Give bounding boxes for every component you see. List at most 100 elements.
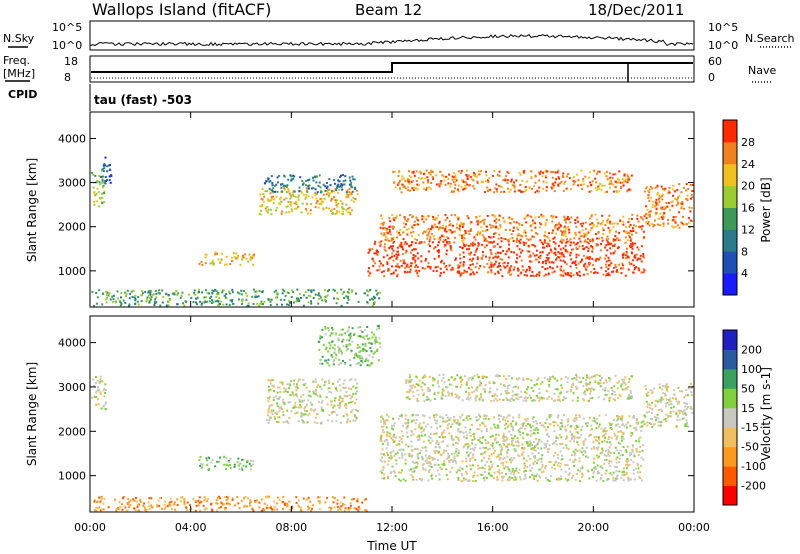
data-cell	[599, 385, 602, 388]
data-cell	[620, 439, 623, 442]
data-cell	[600, 188, 603, 191]
nsky-tick-bottom: 10^0	[52, 39, 82, 52]
data-cell	[341, 183, 344, 186]
data-cell	[618, 190, 621, 193]
data-cell	[605, 449, 607, 452]
data-cell	[560, 458, 563, 461]
data-cell	[489, 435, 492, 438]
data-cell	[615, 230, 618, 233]
data-cell	[457, 421, 460, 424]
data-cell	[382, 442, 384, 445]
data-cell	[423, 383, 426, 386]
data-cell	[314, 378, 317, 381]
data-cell	[382, 425, 385, 428]
data-cell	[445, 450, 448, 452]
data-cell	[351, 175, 354, 178]
data-cell	[457, 478, 460, 481]
data-cell	[608, 422, 611, 424]
data-cell	[504, 266, 506, 269]
data-cell	[542, 243, 544, 246]
data-cell	[388, 226, 391, 228]
data-cell	[98, 289, 101, 292]
data-cell	[441, 432, 443, 435]
data-cell	[566, 175, 568, 178]
data-cell	[462, 181, 465, 183]
data-cell	[547, 243, 550, 246]
data-cell	[558, 222, 561, 225]
data-cell	[116, 290, 119, 293]
data-cell	[321, 410, 324, 412]
data-cell	[273, 390, 275, 393]
data-cell	[680, 191, 683, 194]
data-cell	[518, 171, 521, 174]
data-cell	[576, 450, 579, 452]
data-cell	[436, 250, 439, 252]
data-cell	[435, 174, 438, 177]
data-cell	[662, 193, 665, 196]
data-cell	[352, 385, 355, 388]
data-cell	[621, 454, 624, 457]
data-cell	[165, 304, 168, 307]
data-cell	[542, 424, 545, 427]
data-cell	[249, 258, 252, 261]
data-cell	[468, 393, 471, 396]
data-cell	[241, 299, 244, 302]
data-cell	[629, 239, 632, 242]
data-cell	[556, 171, 559, 174]
data-cell	[685, 189, 688, 192]
data-cell	[390, 471, 393, 473]
data-cell	[392, 242, 395, 244]
data-cell	[491, 463, 494, 466]
data-cell	[655, 198, 658, 201]
data-cell	[102, 175, 105, 178]
data-cell	[636, 418, 639, 420]
data-cell	[674, 216, 677, 218]
data-cell	[622, 254, 625, 257]
data-cell	[660, 401, 663, 404]
data-cell	[625, 426, 628, 429]
data-cell	[541, 266, 544, 268]
data-cell	[272, 187, 275, 190]
data-cell	[527, 386, 530, 389]
data-cell	[513, 479, 516, 481]
data-cell	[647, 410, 650, 413]
data-cell	[615, 436, 618, 439]
data-cell	[408, 455, 411, 458]
data-cell	[683, 417, 686, 420]
data-cell	[436, 226, 438, 228]
data-cell	[343, 387, 345, 389]
data-cell	[346, 207, 349, 210]
data-cell	[312, 392, 315, 395]
data-cell	[447, 391, 450, 394]
data-cell	[384, 420, 387, 423]
data-cell	[512, 439, 514, 442]
data-cell	[629, 230, 632, 232]
data-cell	[238, 298, 240, 301]
data-cell	[295, 389, 298, 392]
data-cell	[452, 443, 455, 446]
data-cell	[291, 391, 294, 394]
data-cell	[625, 473, 628, 476]
data-cell	[270, 388, 273, 391]
data-cell	[97, 388, 100, 391]
data-cell	[619, 449, 622, 452]
data-cell	[596, 448, 599, 451]
data-cell	[443, 179, 446, 182]
data-cell	[502, 179, 505, 182]
data-cell	[310, 302, 313, 305]
data-cell	[105, 301, 108, 304]
data-cell	[504, 445, 507, 448]
data-cell	[329, 184, 332, 187]
data-cell	[254, 294, 257, 297]
data-cell	[503, 237, 506, 240]
data-cell	[454, 236, 457, 239]
data-cell	[424, 375, 427, 378]
data-cell	[305, 179, 307, 182]
data-cell	[596, 457, 599, 459]
data-cell	[421, 381, 424, 384]
data-cell	[540, 397, 543, 400]
data-cell	[528, 394, 531, 397]
data-cell	[353, 200, 356, 203]
data-cell	[323, 197, 326, 200]
data-cell	[124, 301, 127, 304]
